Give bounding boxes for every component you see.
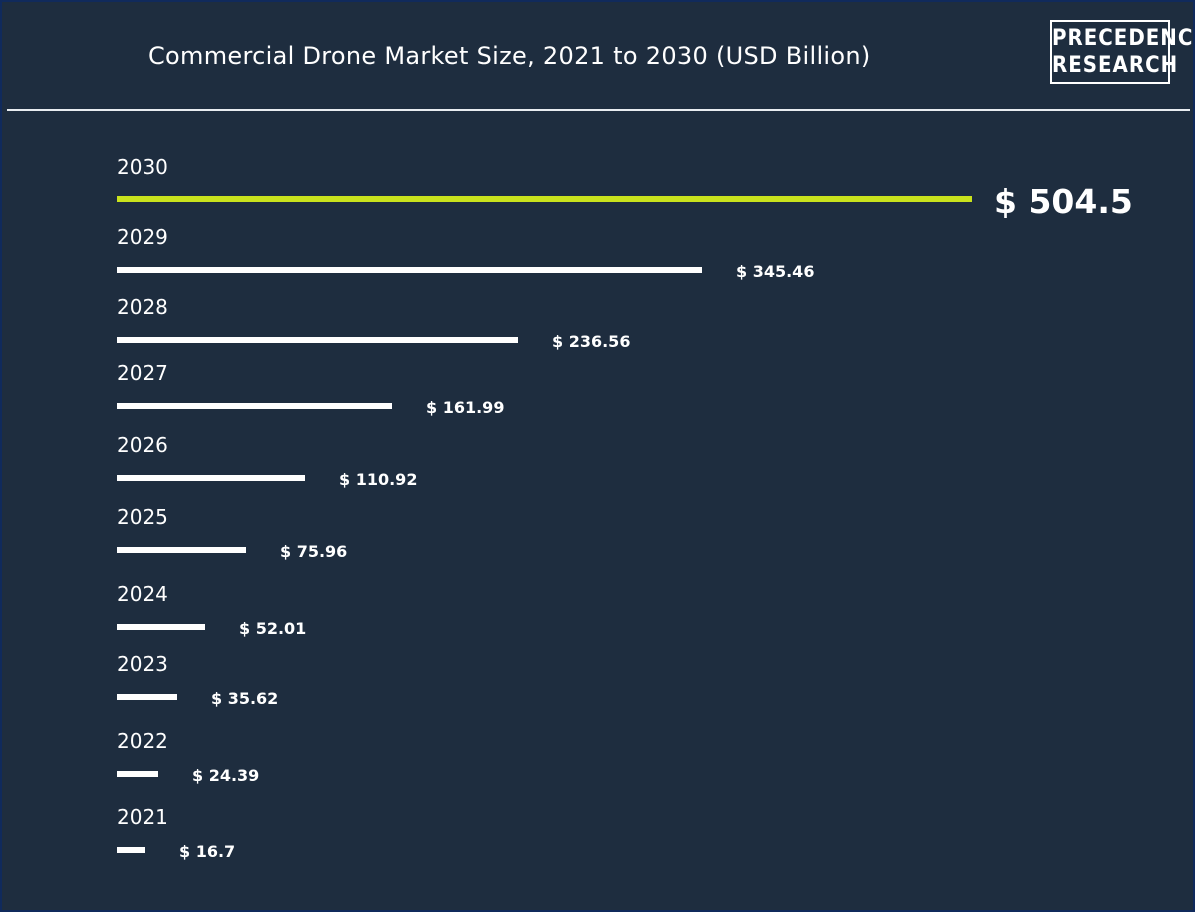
category-label-year-2022: 2022 bbox=[117, 729, 168, 753]
value-label-year-2021: $ 16.7 bbox=[179, 842, 235, 861]
value-label-year-2024: $ 52.01 bbox=[239, 619, 306, 638]
bar-year-2021 bbox=[117, 847, 145, 853]
bar-year-2028 bbox=[117, 337, 518, 343]
bar-year-2022 bbox=[117, 771, 158, 777]
category-label-year-2028: 2028 bbox=[117, 295, 168, 319]
chart-title: Commercial Drone Market Size, 2021 to 20… bbox=[148, 42, 871, 70]
value-label-year-2028: $ 236.56 bbox=[552, 332, 630, 351]
value-label-year-2027: $ 161.99 bbox=[426, 398, 504, 417]
category-label-year-2027: 2027 bbox=[117, 361, 168, 385]
header-divider bbox=[7, 109, 1190, 111]
bar-year-2026 bbox=[117, 475, 305, 481]
logo-text-line2: RESEARCH bbox=[1052, 53, 1179, 78]
value-label-year-2026: $ 110.92 bbox=[339, 470, 417, 489]
category-label-year-2029: 2029 bbox=[117, 225, 168, 249]
bar-year-2024 bbox=[117, 624, 205, 630]
bar-year-2029 bbox=[117, 267, 702, 273]
category-label-year-2021: 2021 bbox=[117, 805, 168, 829]
value-label-year-2029: $ 345.46 bbox=[736, 262, 814, 281]
category-label-year-2024: 2024 bbox=[117, 582, 168, 606]
bar-year-2023 bbox=[117, 694, 177, 700]
category-label-year-2025: 2025 bbox=[117, 505, 168, 529]
value-label-year-2030: $ 504.5 bbox=[994, 182, 1133, 221]
value-label-year-2022: $ 24.39 bbox=[192, 766, 259, 785]
category-label-year-2023: 2023 bbox=[117, 652, 168, 676]
bar-year-2025 bbox=[117, 547, 246, 553]
bar-year-2027 bbox=[117, 403, 392, 409]
category-label-year-2026: 2026 bbox=[117, 433, 168, 457]
category-label-year-2030: 2030 bbox=[117, 155, 168, 179]
value-label-year-2025: $ 75.96 bbox=[280, 542, 347, 561]
bar-year-2030 bbox=[117, 196, 972, 202]
value-label-year-2023: $ 35.62 bbox=[211, 689, 278, 708]
